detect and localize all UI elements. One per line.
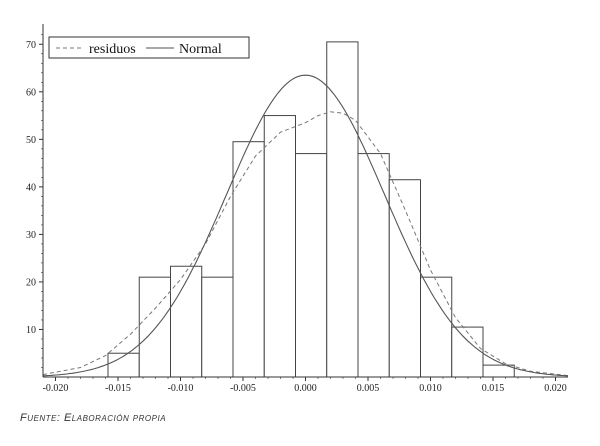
series-line-normal: [42, 74, 569, 377]
series-line-residuos: [42, 111, 569, 377]
histogram-bar: [201, 276, 234, 378]
y-tick-label: 60: [26, 87, 36, 98]
histogram-bar: [326, 41, 359, 378]
x-tick-label: 0.010: [419, 383, 442, 394]
axes: -0.020 -0.015 -0.010 -0.005 0.000 0.005 0.010 0…: [26, 24, 568, 394]
x-tick-label: 0.000: [294, 383, 317, 394]
y-tick-label: 40: [26, 182, 36, 193]
legend: residuos Normal: [48, 36, 250, 59]
histogram-bar: [295, 153, 328, 378]
legend-label-residuos: residuos: [89, 42, 136, 57]
histogram-bar: [170, 265, 203, 378]
histogram-bar: [107, 352, 140, 378]
histogram-bar: [420, 276, 453, 378]
legend-label-normal: Normal: [179, 42, 222, 57]
histogram-bar: [451, 326, 484, 378]
density-curves: [42, 74, 569, 377]
source-caption: Fuente: Elaboración propia: [20, 412, 167, 424]
y-tick-label: 30: [26, 230, 36, 241]
y-tick-label: 20: [26, 277, 36, 288]
histogram-bar: [232, 141, 265, 378]
x-tick-label: -0.015: [105, 383, 131, 394]
x-tick-label: 0.005: [357, 383, 380, 394]
histogram-bar: [388, 179, 421, 378]
histogram-bars: [107, 41, 515, 378]
histogram-bar: [138, 276, 171, 378]
x-tick-label: -0.020: [43, 383, 69, 394]
x-tick-label: -0.010: [168, 383, 194, 394]
histogram-bar: [263, 115, 296, 378]
x-tick-label: 0.020: [544, 383, 567, 394]
y-tick-label: 10: [26, 325, 36, 336]
chart: -0.020 -0.015 -0.010 -0.005 0.000 0.005 0.010 0…: [26, 24, 569, 394]
x-tick-label: 0.015: [482, 383, 505, 394]
histogram-bar: [357, 153, 390, 378]
x-tick-label: -0.005: [230, 383, 256, 394]
y-tick-label: 70: [26, 40, 36, 51]
y-tick-label: 50: [26, 135, 36, 146]
